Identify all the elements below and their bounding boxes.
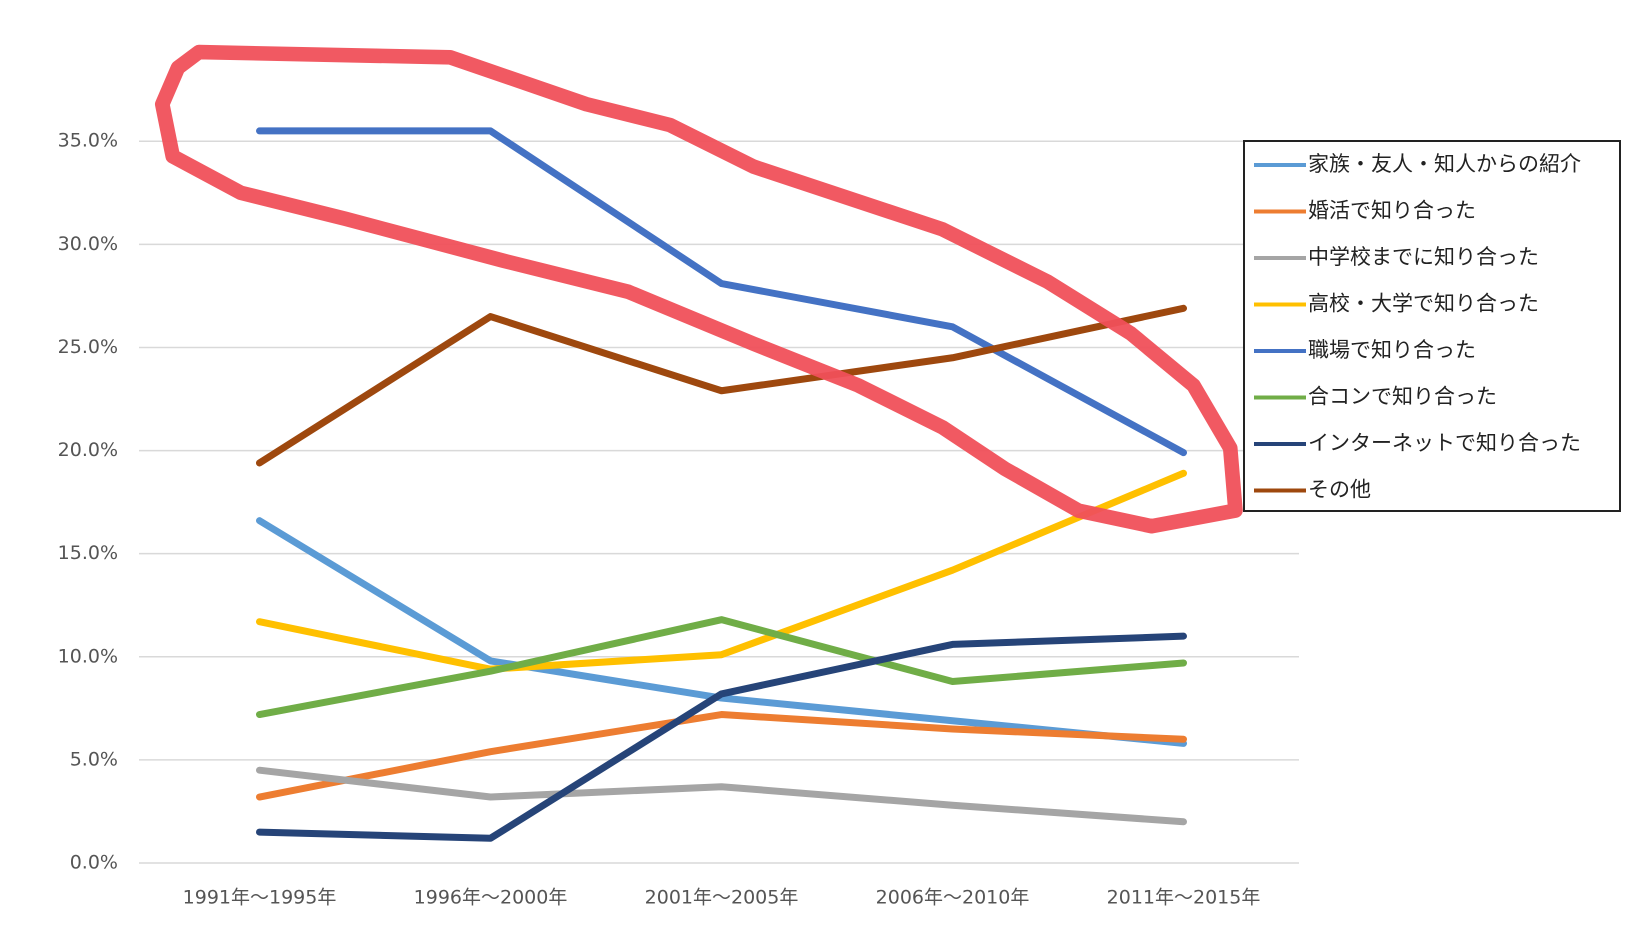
series-line — [256, 711, 1187, 801]
x-tick-label: 2006年～2010年 — [876, 887, 1030, 909]
lines — [256, 127, 1187, 842]
y-tick-label: 5.0% — [70, 748, 118, 770]
legend-label: 合コンで知り合った — [1308, 385, 1497, 409]
series-line — [256, 469, 1187, 673]
y-tick-label: 10.0% — [58, 645, 118, 667]
red-outline — [154, 44, 1243, 534]
x-tick-label: 1996年～2000年 — [414, 887, 568, 909]
legend-label: 家族・友人・知人からの紹介 — [1308, 152, 1581, 176]
x-tick-label: 2001年～2005年 — [645, 887, 799, 909]
legend-label: その他 — [1308, 478, 1371, 502]
grid — [139, 140, 1299, 864]
legend-label: 高校・大学で知り合った — [1308, 292, 1539, 316]
legend: 家族・友人・知人からの紹介婚活で知り合った中学校までに知り合った高校・大学で知り… — [1243, 140, 1621, 512]
series-line — [256, 616, 1187, 719]
y-tick-label: 25.0% — [58, 336, 118, 358]
legend-label: 職場で知り合った — [1308, 338, 1476, 362]
y-tick-label: 20.0% — [58, 439, 118, 461]
series-line — [256, 766, 1187, 826]
series-line — [256, 304, 1187, 467]
series-line — [256, 632, 1187, 842]
x-tick-label: 2011年～2015年 — [1107, 887, 1261, 909]
x-tick-label: 1991年～1995年 — [183, 887, 337, 909]
legend-label: 中学校までに知り合った — [1308, 245, 1539, 269]
annotation-loop — [154, 44, 1243, 534]
legend-label: インターネットで知り合った — [1308, 431, 1581, 455]
y-tick-label: 15.0% — [58, 542, 118, 564]
y-tick-label: 30.0% — [58, 233, 118, 255]
axis: 0.0% 5.0% 10.0% 15.0% 20.0% 25.0% 30.0% 35.0% 19… — [58, 130, 1261, 909]
y-tick-label: 35.0% — [58, 130, 118, 152]
y-tick-label: 0.0% — [70, 852, 118, 874]
legend-box — [1243, 140, 1621, 512]
series-line — [256, 127, 1187, 457]
legend-label: 婚活で知り合った — [1308, 199, 1476, 223]
